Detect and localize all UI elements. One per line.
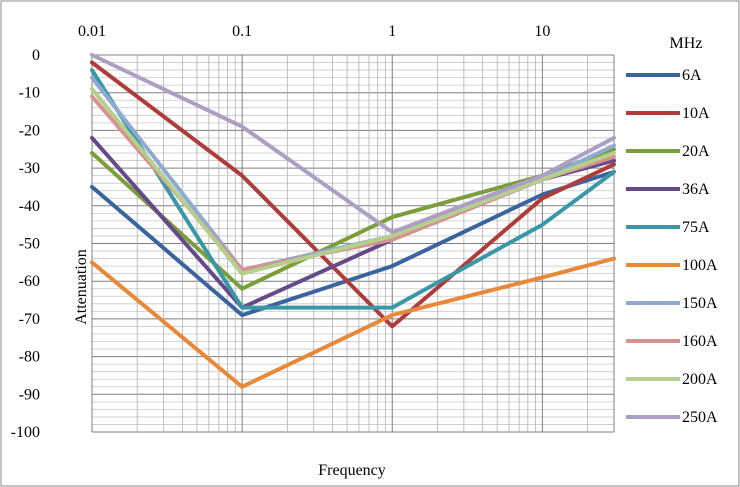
y-tick-label: -100 [11,424,40,441]
tick-layer: 0.01 0.1 1 10 0 -10 -20 -30 -40 -50 -60 -70 -80 -90 -1… [11,23,551,441]
x-unit-label: MHz [670,35,703,52]
y-tick-label: -60 [19,273,40,290]
legend-label-200A: 200A [682,371,718,388]
legend-label-160A: 160A [682,333,718,350]
series-layer [90,53,616,389]
series-line-100A [90,256,616,389]
legend-label-250A: 250A [682,409,718,426]
x-tick-label: 1 [388,23,396,40]
y-tick-label: -20 [19,122,40,139]
y-tick-label: 0 [32,47,40,64]
series-line-10A [90,60,616,329]
legend-label-20A: 20A [682,143,710,160]
y-tick-label: -80 [19,349,40,366]
y-tick-label: -90 [19,386,40,403]
legend-label-36A: 36A [682,181,710,198]
grid-layer [91,54,615,433]
x-tick-label: 10 [534,23,550,40]
legend-label-6A: 6A [682,67,702,84]
x-tick-label: 0.1 [232,23,252,40]
x-axis-title: Frequency [318,462,386,479]
series-line-75A [90,68,616,310]
x-tick-label: 0.01 [78,23,106,40]
legend-label-150A: 150A [682,295,718,312]
series-line-200A [90,86,616,276]
legend-label-10A: 10A [682,105,710,122]
y-tick-label: -10 [19,85,40,102]
y-axis-title: Attenuation [73,249,90,325]
y-tick-label: -30 [19,160,40,177]
legend: 6A 10A 20A 36A 75A 100A 150A 160A 200A 250A [626,67,718,426]
y-tick-label: -70 [19,311,40,328]
legend-label-100A: 100A [682,257,718,274]
legend-label-75A: 75A [682,219,710,236]
y-tick-label: -50 [19,236,40,253]
series-line-250A [90,53,616,235]
y-tick-label: -40 [19,198,40,215]
